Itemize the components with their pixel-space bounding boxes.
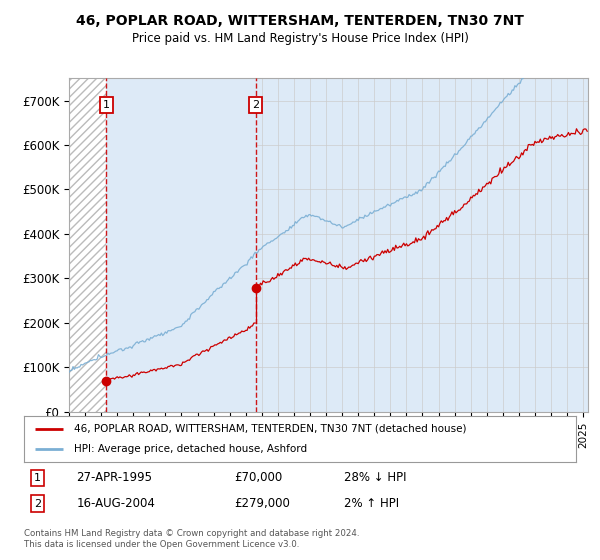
Text: 1: 1 <box>103 100 110 110</box>
Text: 2: 2 <box>34 498 41 508</box>
Text: Contains HM Land Registry data © Crown copyright and database right 2024.
This d: Contains HM Land Registry data © Crown c… <box>24 529 359 549</box>
Text: 2% ↑ HPI: 2% ↑ HPI <box>344 497 399 510</box>
Text: Price paid vs. HM Land Registry's House Price Index (HPI): Price paid vs. HM Land Registry's House … <box>131 32 469 45</box>
Text: 28% ↓ HPI: 28% ↓ HPI <box>344 471 407 484</box>
Bar <box>69 78 106 412</box>
Text: £70,000: £70,000 <box>234 471 282 484</box>
Text: £279,000: £279,000 <box>234 497 290 510</box>
Text: 46, POPLAR ROAD, WITTERSHAM, TENTERDEN, TN30 7NT: 46, POPLAR ROAD, WITTERSHAM, TENTERDEN, … <box>76 14 524 28</box>
Text: 46, POPLAR ROAD, WITTERSHAM, TENTERDEN, TN30 7NT (detached house): 46, POPLAR ROAD, WITTERSHAM, TENTERDEN, … <box>74 424 466 434</box>
Text: 16-AUG-2004: 16-AUG-2004 <box>76 497 155 510</box>
Text: 27-APR-1995: 27-APR-1995 <box>76 471 152 484</box>
Text: 2: 2 <box>252 100 259 110</box>
Text: HPI: Average price, detached house, Ashford: HPI: Average price, detached house, Ashf… <box>74 444 307 454</box>
Bar <box>106 78 256 412</box>
Text: 1: 1 <box>34 473 41 483</box>
